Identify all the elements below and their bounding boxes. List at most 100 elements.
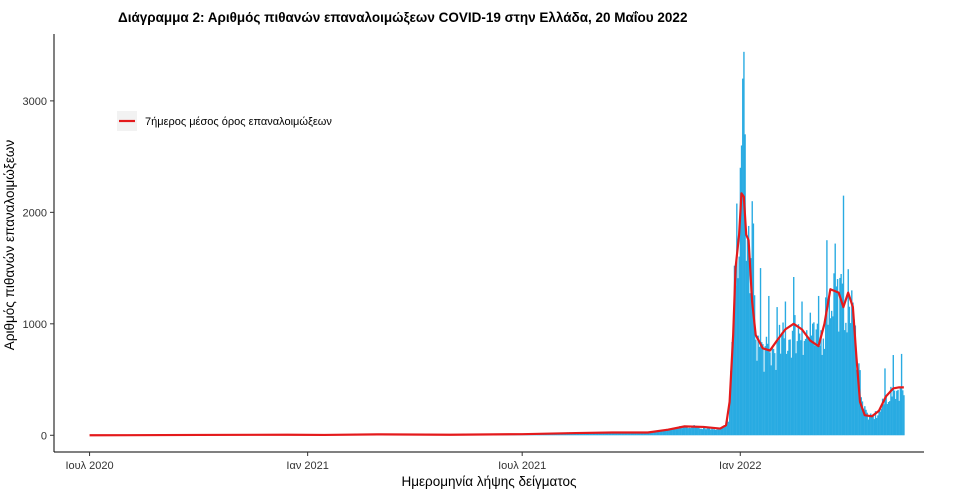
bar: [701, 429, 704, 436]
bar: [589, 432, 591, 436]
bar: [808, 337, 810, 436]
bar: [649, 432, 651, 436]
bar: [845, 322, 847, 436]
bar: [732, 323, 734, 436]
bar: [751, 201, 753, 436]
bar: [801, 301, 803, 436]
bar: [881, 398, 884, 436]
bar: [660, 431, 662, 436]
bar: [702, 427, 705, 436]
bar: [821, 354, 823, 436]
bar: [657, 430, 660, 436]
bar: [854, 325, 857, 436]
bar: [809, 312, 812, 436]
bar: [680, 427, 682, 436]
bar: [778, 324, 781, 436]
bar: [737, 278, 739, 436]
bar: [630, 432, 633, 436]
bar: [893, 390, 896, 436]
bar: [862, 408, 865, 436]
bar: [610, 433, 612, 436]
bar: [669, 429, 672, 436]
x-tick-label: Ιαν 2022: [719, 460, 761, 472]
bar: [599, 432, 602, 436]
bar: [864, 406, 866, 436]
bar: [890, 386, 892, 436]
bar: [866, 412, 868, 436]
bar: [880, 408, 883, 436]
legend-label: 7ήμερος μέσος όρος επαναλοιμώξεων: [145, 116, 332, 128]
bar: [791, 330, 794, 436]
bar: [796, 341, 798, 436]
bar: [783, 338, 785, 436]
bar: [794, 315, 796, 436]
bar: [717, 428, 719, 436]
bar: [785, 353, 788, 436]
bar: [643, 431, 646, 436]
bar: [641, 432, 643, 436]
bar: [819, 345, 821, 436]
bar: [638, 432, 641, 436]
bar: [734, 285, 737, 436]
bar: [663, 430, 666, 436]
bar: [724, 426, 726, 436]
bar: [900, 353, 903, 436]
bar: [633, 432, 635, 436]
bar: [686, 426, 688, 436]
bar: [615, 433, 617, 436]
bar: [681, 428, 683, 436]
bar: [573, 433, 576, 436]
bar: [670, 429, 673, 436]
bar: [800, 340, 802, 436]
bar: [723, 427, 725, 436]
bar: [902, 390, 904, 436]
bar: [826, 240, 828, 436]
bar: [733, 265, 736, 436]
bar: [868, 414, 871, 436]
bar: [695, 427, 698, 436]
bar: [758, 346, 761, 436]
bar: [622, 433, 624, 436]
bar: [688, 427, 691, 436]
bar: [672, 427, 674, 436]
bar: [592, 433, 595, 436]
seven-day-average-line: [89, 192, 904, 437]
bar: [700, 428, 702, 436]
bar: [744, 134, 746, 436]
bar: [623, 432, 625, 436]
bar: [603, 432, 605, 436]
bar: [756, 360, 758, 436]
bar: [629, 432, 631, 436]
bar: [694, 426, 697, 436]
bar: [618, 433, 621, 436]
bar: [704, 428, 706, 436]
bar: [593, 433, 596, 436]
bar: [725, 421, 727, 436]
bar: [749, 293, 751, 436]
bar: [833, 273, 835, 436]
bar: [838, 331, 840, 436]
bar: [727, 421, 730, 436]
bar: [873, 419, 876, 436]
bar: [822, 338, 825, 436]
bar: [693, 425, 695, 436]
bar: [616, 432, 618, 436]
bar: [787, 350, 789, 436]
bar: [839, 277, 841, 436]
bar: [679, 426, 681, 436]
bar: [711, 427, 713, 436]
legend: 7ήμερος μέσος όρος επαναλοιμώξεων: [117, 111, 332, 131]
bar: [894, 398, 897, 436]
bar: [624, 432, 627, 436]
y-tick-label: 0: [41, 430, 47, 442]
bar: [886, 404, 889, 436]
bar: [807, 337, 809, 436]
bar: [827, 324, 829, 436]
bar: [583, 433, 585, 436]
bar: [759, 268, 762, 436]
bar: [714, 429, 717, 436]
bar: [865, 409, 867, 436]
bar: [683, 426, 686, 436]
bar: [815, 329, 817, 436]
bar: [665, 429, 667, 436]
